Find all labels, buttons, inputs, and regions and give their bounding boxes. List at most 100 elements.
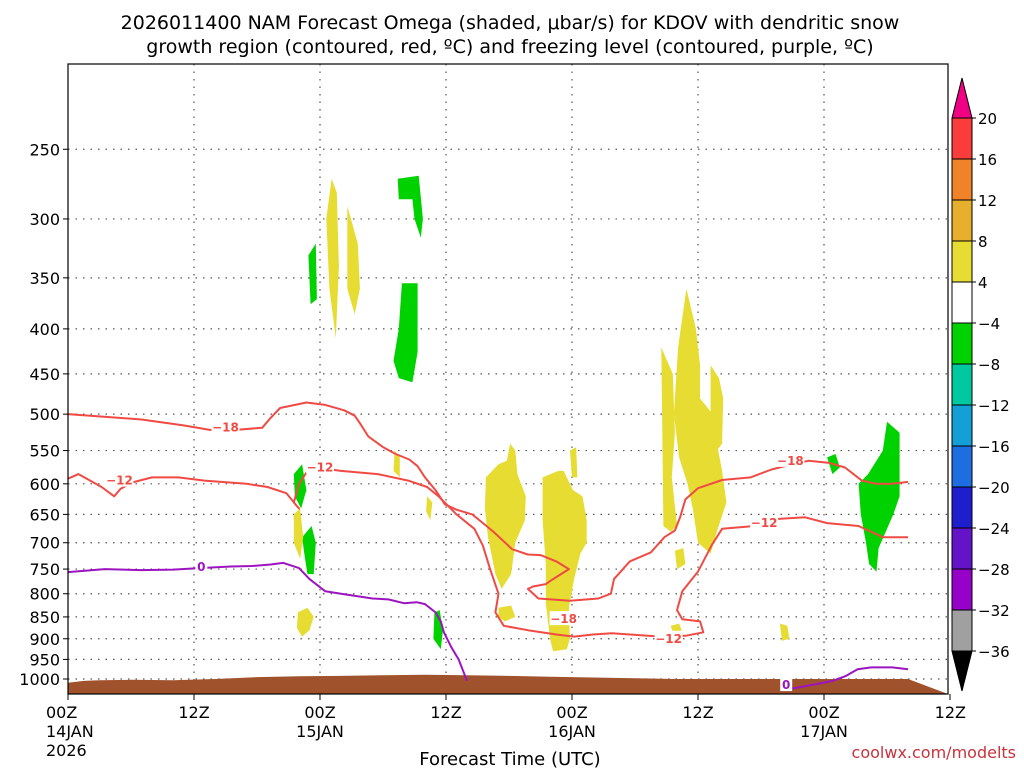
y-tick-label: 750: [29, 560, 60, 579]
contour-label: 0: [197, 560, 205, 574]
omega-region: [710, 365, 724, 451]
colorbar-bin: [951, 486, 973, 529]
contour-label: −12: [655, 632, 682, 646]
colorbar-bottom-arrow: [951, 650, 973, 692]
omega-region: [326, 178, 339, 339]
contour-label: −18: [777, 454, 804, 468]
x-tick-label: 00Z: [304, 703, 335, 722]
colorbar: 20 16 12 8 4 −4 −8 −12 −16 −20 −24 −28 −32 −36: [951, 77, 1010, 692]
x-tick-label: 00Z: [808, 703, 839, 722]
contour-label: −12: [751, 516, 778, 530]
chart-title-line-1: 2026011400 NAM Forecast Omega (shaded, μ…: [121, 12, 900, 34]
omega-region: [293, 508, 304, 559]
x-tick-label: 12Z: [178, 703, 209, 722]
colorbar-top-arrow: [951, 77, 973, 119]
colorbar-bin: [951, 568, 973, 611]
contour-label-bg: [195, 559, 208, 574]
x-tick-label: 17JAN: [800, 722, 848, 741]
plot-frame: [67, 63, 949, 695]
x-tick-label: 2026: [46, 741, 87, 760]
contour-label-bg: [750, 515, 779, 530]
x-tick-label: 15JAN: [296, 722, 344, 741]
omega-region: [426, 496, 433, 521]
omega-region: [308, 243, 317, 305]
omega-region: [498, 605, 516, 622]
omega-region: [347, 206, 360, 315]
colorbar-label: −20: [978, 479, 1010, 497]
colorbar-label: 20: [978, 110, 997, 128]
omega-region: [296, 607, 314, 637]
omega-region: [484, 443, 526, 589]
contour-label-bg: [776, 452, 805, 467]
colorbar-bin: [951, 240, 973, 283]
contour-line: [67, 561, 468, 682]
omega-shading: [293, 175, 900, 652]
y-tick-label: 600: [29, 475, 60, 494]
contour-label: −18: [550, 612, 577, 626]
colorbar-label: 4: [978, 274, 988, 292]
y-tick-label: 900: [29, 630, 60, 649]
x-tick-label: 00Z: [46, 703, 77, 722]
omega-region: [542, 470, 587, 652]
y-tick-label: 400: [29, 320, 60, 339]
contour-line: [67, 466, 908, 638]
y-tick-label: 850: [29, 608, 60, 627]
y-axis-ticks: 250 300 350 400 450 500 550 600 650 700 750 800 850 9…: [19, 140, 68, 689]
colorbar-label: −28: [978, 561, 1010, 579]
colorbar-label: −32: [978, 602, 1010, 620]
gridlines: [68, 64, 948, 694]
credit-text: coolwx.com/modelts: [852, 743, 1016, 762]
y-tick-label: 250: [29, 140, 60, 159]
chart-title-line-2: growth region (contoured, red, ºC) and f…: [146, 36, 873, 58]
omega-region: [393, 283, 418, 383]
colorbar-label: 16: [978, 151, 997, 169]
y-tick-label: 350: [29, 269, 60, 288]
y-tick-label: 300: [29, 210, 60, 229]
x-tick-label: 12Z: [682, 703, 713, 722]
colorbar-bin: [951, 609, 973, 652]
x-tick-label: 16JAN: [548, 722, 596, 741]
contour-label: −12: [106, 474, 133, 488]
contour-label-bg: [306, 459, 334, 474]
contour-label: 0: [782, 678, 790, 692]
colorbar-label: −4: [978, 315, 1000, 333]
y-tick-label: 1000: [19, 670, 60, 689]
omega-region: [293, 464, 307, 509]
contour-label-bg: [654, 630, 683, 645]
x-tick-label: 12Z: [935, 703, 966, 722]
y-tick-label: 950: [29, 650, 60, 669]
colorbar-bin: [951, 199, 973, 242]
omega-region: [302, 526, 316, 575]
terrain-fill: [68, 674, 948, 694]
colorbar-bin: [951, 322, 973, 365]
colorbar-bin: [951, 445, 973, 488]
colorbar-bin: [951, 158, 973, 201]
colorbar-bin: [951, 527, 973, 570]
colorbar-label: −16: [978, 438, 1010, 456]
omega-region: [393, 450, 400, 478]
contour-label-bg: [211, 419, 240, 434]
y-tick-label: 800: [29, 585, 60, 604]
contour-line: [781, 666, 909, 692]
colorbar-label: −8: [978, 356, 1000, 374]
contour-label: −18: [212, 421, 239, 435]
x-tick-label: 14JAN: [46, 722, 94, 741]
omega-region: [674, 548, 686, 570]
colorbar-bin: [951, 363, 973, 406]
y-tick-label: 500: [29, 405, 60, 424]
colorbar-label: −36: [978, 643, 1010, 661]
contour-label-bg: [549, 611, 578, 626]
y-tick-label: 650: [29, 505, 60, 524]
colorbar-bin: [951, 117, 973, 160]
y-tick-label: 450: [29, 365, 60, 384]
contour-label-bg: [780, 677, 793, 692]
y-tick-label: 550: [29, 442, 60, 461]
colorbar-bin: [951, 281, 973, 324]
omega-region: [779, 623, 790, 641]
x-tick-label: 00Z: [556, 703, 587, 722]
x-tick-label: 12Z: [430, 703, 461, 722]
contour-labels: −18 −12 −12 −18 −12 −12 −18 0 0: [105, 419, 805, 692]
contour-line: [67, 401, 909, 602]
